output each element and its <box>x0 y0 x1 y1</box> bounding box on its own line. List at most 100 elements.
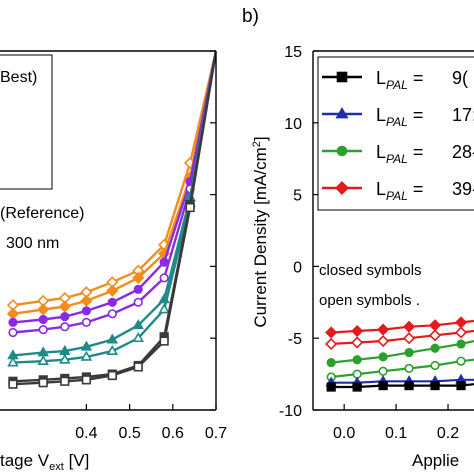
panel-b-legend-label: LPAL = <box>376 105 423 129</box>
panel-a-data-point <box>60 322 70 332</box>
panel-b-y-tick-label: -5 <box>288 331 302 348</box>
panel-b-data-point <box>430 343 440 353</box>
panel-a-data-point <box>8 317 18 328</box>
panel-b-series-4 <box>325 373 474 387</box>
panel-b-legend-entry: LPAL = 9( <box>322 68 468 92</box>
panel-b-data-point <box>404 380 414 391</box>
panel-b-annotation-closed: closed symbols <box>319 262 422 279</box>
panel-a-legend-box <box>0 54 53 190</box>
panel-b-legend-marker <box>336 71 348 83</box>
panel-a-data-point <box>80 340 93 351</box>
panel-b-x-tick-label: 0.0 <box>333 425 355 442</box>
panel-b-legend-label: LPAL = <box>376 179 423 203</box>
panel-a-data-point <box>132 332 144 343</box>
panel-a-data-point <box>60 312 70 322</box>
panel-a-data-point <box>133 284 143 294</box>
panel-b-legend-value: 9( <box>452 68 468 88</box>
panel-a-data-point <box>80 294 93 307</box>
panel-b-y-tick-label: 5 <box>293 188 302 205</box>
panel-a-data-point <box>107 297 117 307</box>
panel-b-label: b) <box>242 6 259 27</box>
panel-b-data-point <box>456 339 466 349</box>
panel-a-x-axis-label: tage Vext [V] <box>0 451 89 473</box>
panel-b-legend-value: 17: <box>452 105 474 125</box>
panel-b-series-2 <box>326 339 474 368</box>
panel-b-data-point <box>403 320 416 333</box>
panel-a-x-tick-label: 0.7 <box>205 425 227 442</box>
panel-b-data-point <box>404 347 414 358</box>
panel-b: b) -10 -5 0 5 10 15 0.0 0.1 0.2 Current Density … <box>242 6 474 470</box>
panel-b-data-point <box>377 323 390 336</box>
panel-b-annotation-open: open symbols . <box>319 292 420 309</box>
panel-a-series <box>6 51 216 389</box>
panel-a-series-0 <box>6 51 216 312</box>
panel-a-data-point <box>81 306 91 316</box>
panel-b-x-tick-label: 0.1 <box>385 425 407 442</box>
panel-a-data-point <box>80 350 93 361</box>
panel-b-ticks: -10 -5 0 5 10 15 0.0 0.1 0.2 <box>279 44 459 442</box>
panel-b-data-point <box>456 356 466 366</box>
panel-b-legend-value: 28- <box>452 142 474 162</box>
panel-a-data-point <box>58 300 71 313</box>
panel-a-data-point <box>37 346 49 357</box>
panel-b-y-tick-label: -10 <box>279 403 302 420</box>
panel-b-legend-marker <box>336 145 348 157</box>
panel-a-data-point <box>37 355 49 366</box>
panel-a-data-point <box>132 319 144 330</box>
panel-b-y-tick-label: 0 <box>293 259 302 276</box>
panel-a-data-point <box>59 353 71 364</box>
panel-a-x-tick-label: 0.5 <box>118 425 140 442</box>
panel-b-data-point <box>325 337 338 351</box>
panel-b-series-5 <box>326 380 474 392</box>
panel-a-data-point <box>59 344 71 355</box>
panel-a-data-point <box>159 336 169 346</box>
panel-b-data-point <box>428 329 442 342</box>
panel-b-data-point <box>403 332 416 345</box>
panel-a-data-point <box>107 370 117 381</box>
panel-b-series <box>325 316 474 392</box>
panel-b-data-point <box>430 380 440 391</box>
panel-a-data-point <box>133 362 143 372</box>
panel-a-data-point <box>38 378 48 388</box>
panel-a-series-7 <box>8 51 216 389</box>
panel-a-annotation-thickness: 300 nm <box>6 235 59 252</box>
panel-b-legend-label: LPAL = <box>376 68 423 92</box>
panel-b-legend-marker <box>335 181 349 195</box>
panel-b-legend-entry: LPAL = 39- <box>322 179 474 203</box>
panel-b-data-point <box>378 380 388 391</box>
panel-b-data-point <box>377 335 390 348</box>
panel-a-data-point <box>81 317 91 328</box>
panel-a-data-point <box>106 284 119 297</box>
panel-b-y-axis-label: Current Density [mA/cm2] <box>251 136 270 327</box>
panel-b-data-point <box>454 316 468 329</box>
panel-a-data-point <box>106 344 119 355</box>
panel-b-data-point <box>351 336 364 349</box>
panel-b-data-point <box>456 380 466 391</box>
panel-b-data-point <box>351 324 364 338</box>
panel-a: 0.4 0.5 0.6 0.7 Best) (Reference) 300 nm ta… <box>0 50 227 473</box>
panel-a-x-tick-label: 0.4 <box>75 425 97 442</box>
panel-a-data-point <box>158 303 170 314</box>
panel-b-data-point <box>428 319 442 332</box>
panel-b-data-point <box>378 352 388 362</box>
panel-b-data-point <box>326 382 336 392</box>
panel-a-data-point <box>38 314 48 325</box>
panel-b-data-point <box>378 366 388 376</box>
panel-a-data-point <box>133 297 143 307</box>
panel-b-legend: LPAL = 9( LPAL = 17: LPAL = 28- LPAL = 39- <box>322 68 474 203</box>
panel-a-data-point <box>60 376 70 386</box>
panel-a-legend-text: Best) <box>0 69 37 86</box>
panel-b-x-tick-label: 0.2 <box>437 425 459 442</box>
panel-b-legend-label: LPAL = <box>376 142 423 166</box>
panel-a-data-point <box>7 356 19 367</box>
panel-b-series-line <box>331 378 474 384</box>
panel-a-data-point <box>106 333 119 344</box>
panel-b-data-point <box>326 358 336 368</box>
panel-a-data-point <box>185 202 195 213</box>
panel-b-legend-marker <box>335 106 349 119</box>
panel-b-legend-value: 39- <box>452 179 474 199</box>
panel-a-data-point <box>132 271 145 284</box>
panel-a-data-point <box>8 379 18 389</box>
panel-a-series-3 <box>8 51 216 338</box>
